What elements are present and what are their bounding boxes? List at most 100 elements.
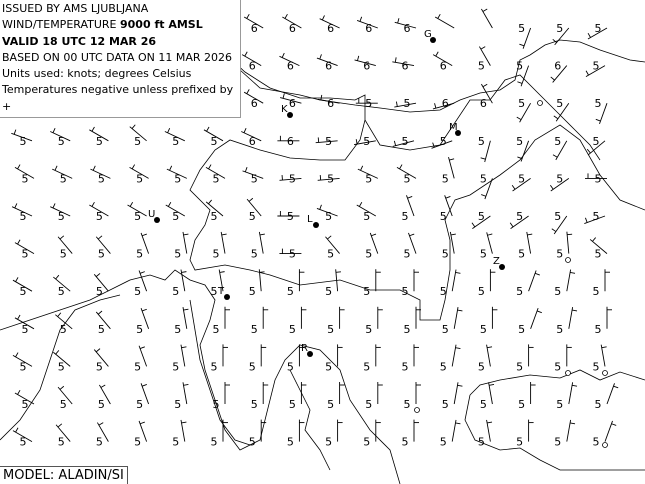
wind-barb-shaft <box>510 215 529 229</box>
wind-barb-half-flag <box>57 423 63 428</box>
wind-barb-shaft <box>453 307 459 329</box>
grid-point: 5 <box>325 419 343 449</box>
temperature-label: 5 <box>249 436 256 449</box>
temperature-label: 5 <box>174 323 181 336</box>
grid-point: 6 <box>243 13 264 35</box>
wind-barb-shaft <box>50 131 71 142</box>
wind-barb-shaft <box>604 420 613 442</box>
wind-barb-shaft <box>140 232 150 254</box>
temperature-label: 5 <box>134 360 141 373</box>
grid-point: 5 <box>363 269 381 298</box>
temperature-label: 5 <box>480 172 487 185</box>
temperature-label: 6 <box>325 60 332 73</box>
temperature-label: 5 <box>136 172 143 185</box>
station-t: T <box>217 286 230 300</box>
temperature-label: 5 <box>556 22 563 35</box>
grid-point: 5 <box>402 195 415 223</box>
temperature-label: 5 <box>593 135 600 148</box>
grid-point: 5 <box>440 269 461 298</box>
grid-point: 5 <box>172 419 187 449</box>
grid-point: 5 <box>211 344 228 373</box>
wind-barb-half-flag <box>55 350 60 355</box>
temperature-label: 5 <box>478 360 485 373</box>
wind-barb-shaft <box>57 386 73 405</box>
wind-barb-shaft <box>589 239 608 254</box>
temperature-label: 5 <box>593 210 600 223</box>
temperature-label: 6 <box>440 60 447 73</box>
wind-barb-half-flag <box>592 237 597 242</box>
temperature-label: 5 <box>327 323 334 336</box>
temperature-label: 5 <box>136 398 143 411</box>
wind-barb-shaft <box>12 430 33 442</box>
wind-barb-shaft <box>584 215 606 224</box>
wind-barb-half-flag <box>570 422 576 425</box>
wind-barb-shaft <box>180 344 186 367</box>
grid-point: 5 <box>14 239 35 261</box>
wind-barb-shaft <box>317 177 340 181</box>
temperature-label: 5 <box>211 436 218 449</box>
wind-barb-shaft <box>14 392 35 405</box>
wind-barb-half-flag <box>553 115 559 120</box>
grid-point: 5 <box>396 164 417 185</box>
grid-point: 5 <box>553 97 570 122</box>
temperature-label: 5 <box>402 210 409 223</box>
wind-barb-shaft <box>180 269 186 292</box>
station-marker <box>287 112 293 118</box>
temperature-label: 5 <box>134 210 141 223</box>
wind-barb-shaft <box>205 201 224 217</box>
wind-barb-shaft <box>315 140 338 144</box>
grid-point: 5 <box>585 60 606 77</box>
grid-point: 5 <box>478 135 491 163</box>
bosnia-coast <box>464 394 645 471</box>
wind-barb-half-flag <box>572 309 578 312</box>
temperature-label: 5 <box>554 436 561 449</box>
wind-barb-half-flag <box>320 94 323 100</box>
wind-barb-half-flag <box>17 389 21 395</box>
wind-barb-half-flag <box>517 156 523 160</box>
temperature-label: 5 <box>287 436 294 449</box>
wind-barb-shaft <box>453 382 459 405</box>
temperature-label: 5 <box>478 285 485 298</box>
grid-point: 5 <box>89 126 109 148</box>
wind-barb-shaft <box>89 129 109 142</box>
wind-barb-shaft <box>280 97 302 104</box>
temperature-label: 5 <box>595 398 602 411</box>
open-circle-marker <box>414 407 420 413</box>
grid-point: 5 <box>549 172 570 192</box>
grid-point: 5 <box>289 382 307 411</box>
wind-barb-half-flag <box>100 384 106 388</box>
temperature-label: 5 <box>134 436 141 449</box>
wind-barb-half-flag <box>139 271 145 274</box>
station-u: U <box>148 209 160 223</box>
wind-barb-half-flag <box>221 233 227 236</box>
temperature-label: 5 <box>251 398 258 411</box>
open-circle-marker <box>565 370 571 376</box>
wind-barb-shaft <box>530 307 539 329</box>
wind-barb-half-flag <box>54 165 58 171</box>
wind-barb-shaft <box>218 269 224 292</box>
grid-point: 5 <box>251 382 269 411</box>
wind-barb-shaft <box>205 167 226 179</box>
grid-point: 6 <box>394 18 417 35</box>
wind-barb-shaft <box>95 236 111 254</box>
forecast-info-box: ISSUED BY AMS LJUBLJANA WIND/TEMPERATURE… <box>0 0 241 119</box>
temperature-label: 5 <box>404 323 411 336</box>
wind-barb-half-flag <box>259 233 265 236</box>
wind-barb-shaft <box>392 140 415 147</box>
wind-barb-half-flag <box>471 222 476 228</box>
temperature-label: 5 <box>402 285 409 298</box>
station-label: L <box>307 214 313 225</box>
temperature-label: 5 <box>325 210 332 223</box>
wind-barb-shaft <box>484 140 491 163</box>
temperature-label: 5 <box>172 360 179 373</box>
temperature-label: 5 <box>174 248 181 261</box>
wind-barb-shaft <box>486 419 491 442</box>
grid-point: 5 <box>134 345 148 373</box>
wind-barb-half-flag <box>613 385 619 389</box>
temperature-label: 5 <box>60 323 67 336</box>
temperature-label: 5 <box>96 210 103 223</box>
station-r: R <box>301 343 313 357</box>
temperature-label: 5 <box>516 135 523 148</box>
